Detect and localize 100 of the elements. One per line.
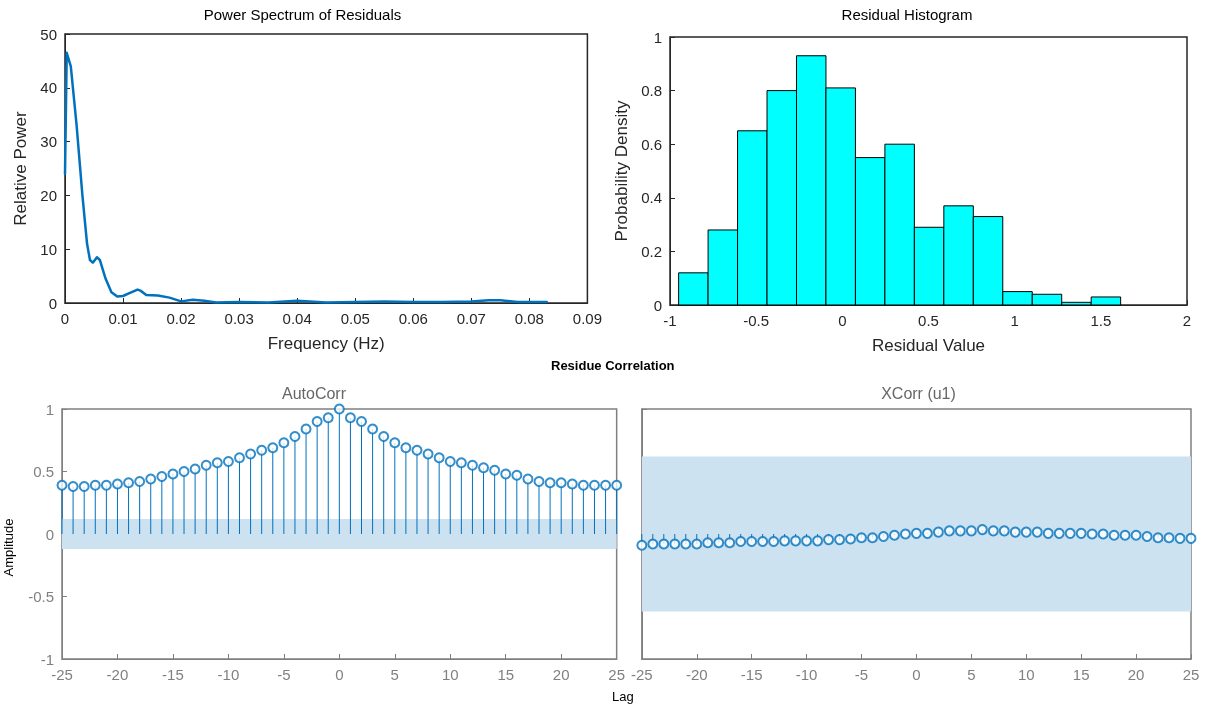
point — [533, 476, 545, 487]
point — [954, 525, 966, 537]
point — [400, 442, 412, 454]
point — [466, 459, 478, 471]
point — [1009, 526, 1021, 538]
point — [411, 444, 423, 456]
point — [1075, 527, 1087, 539]
point — [965, 525, 977, 537]
y-axis-title: Probability Density — [612, 100, 632, 242]
y-tick-label: 0 — [653, 296, 662, 314]
point — [455, 457, 467, 469]
line-series — [63, 51, 549, 304]
x-tick-label: -15 — [740, 666, 763, 683]
x-tick-label: 0.07 — [456, 310, 486, 327]
point — [921, 527, 933, 539]
point — [123, 477, 135, 489]
chart-title: Residual Histogram — [841, 6, 973, 23]
point — [378, 431, 390, 442]
x-tick-label: 0.09 — [572, 310, 602, 327]
point — [998, 525, 1010, 537]
point — [289, 431, 301, 442]
point — [1064, 527, 1076, 539]
point — [577, 479, 589, 491]
point — [724, 537, 736, 549]
x-tick-label: 25 — [1182, 666, 1200, 683]
point — [267, 442, 279, 454]
point — [333, 403, 345, 415]
point — [566, 478, 578, 490]
y-tick-label: -0.5 — [28, 588, 54, 605]
x-tick-label: -25 — [631, 666, 653, 683]
point — [89, 479, 101, 491]
y-axis-title: Amplitude — [1, 518, 17, 577]
point — [680, 538, 692, 550]
point — [167, 468, 179, 480]
point — [845, 533, 857, 545]
x-tick-label: 0.06 — [398, 310, 428, 327]
point — [200, 459, 212, 471]
point — [899, 528, 911, 540]
y-tick-label: 0 — [48, 294, 57, 312]
point — [111, 478, 123, 490]
point — [555, 477, 567, 489]
point — [222, 456, 234, 467]
point — [444, 456, 456, 467]
y-tick-label: 0 — [45, 525, 54, 543]
x-tick-label: 1 — [1010, 312, 1019, 329]
x-axis-title: Residual Value — [871, 336, 986, 355]
point — [1163, 532, 1175, 544]
point — [522, 473, 534, 485]
point — [812, 535, 824, 547]
point — [867, 532, 878, 544]
point — [134, 476, 146, 487]
point — [588, 479, 600, 491]
x-tick-label: 0 — [912, 666, 921, 683]
point — [67, 481, 79, 492]
point — [1119, 529, 1131, 541]
point — [344, 412, 356, 424]
point — [1130, 529, 1142, 541]
point — [600, 479, 612, 491]
x-tick-label: -15 — [162, 666, 184, 683]
x-tick-label: 0.08 — [514, 310, 544, 327]
x-tick-label: 0.01 — [108, 310, 138, 327]
point — [757, 536, 769, 547]
point — [178, 466, 190, 477]
point — [78, 481, 90, 492]
point — [713, 537, 725, 549]
x-tick-label: -0.5 — [743, 312, 770, 329]
x-tick-label: 0.03 — [224, 310, 254, 327]
point — [746, 536, 758, 547]
point — [779, 535, 791, 547]
y-axis-title: Relative Power — [11, 111, 31, 226]
point — [322, 412, 334, 424]
point — [189, 463, 201, 475]
x-tick-label: -10 — [795, 666, 818, 683]
x-tick-label: -25 — [51, 666, 73, 683]
y-tick-label: 30 — [40, 133, 57, 151]
point — [1108, 529, 1120, 541]
x-tick-label: 0.05 — [340, 310, 370, 327]
text: Residue Correlation — [551, 358, 675, 373]
point — [245, 448, 257, 460]
x-tick-label: 15 — [497, 666, 515, 683]
point — [910, 527, 922, 539]
x-tick-label: -20 — [685, 666, 708, 683]
y-tick-label: 0.5 — [33, 463, 54, 480]
point — [389, 437, 401, 449]
point — [100, 479, 112, 491]
y-tick-label: 10 — [40, 240, 57, 258]
x-tick-label: 0.02 — [166, 310, 196, 327]
point — [943, 525, 955, 537]
x-tick-label: 0 — [838, 312, 847, 329]
point — [801, 535, 813, 547]
point — [1031, 526, 1043, 538]
point — [300, 423, 312, 435]
point — [932, 526, 944, 538]
x-tick-label: 10 — [441, 666, 459, 683]
point — [987, 525, 999, 537]
point — [702, 537, 714, 549]
point — [145, 473, 157, 485]
point — [647, 538, 659, 550]
point — [489, 464, 501, 476]
point — [1042, 527, 1054, 539]
